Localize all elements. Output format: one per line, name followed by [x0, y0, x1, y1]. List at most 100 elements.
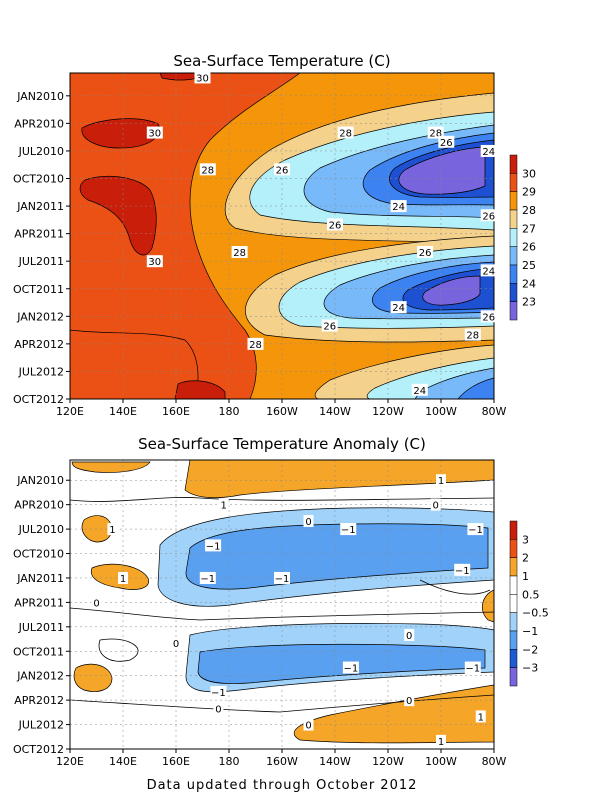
sst-contour-label: 24 [482, 266, 495, 277]
sst-contour-label-bg [480, 264, 497, 277]
anomaly-contour-label-bg [436, 734, 446, 747]
sst-contour-label: 26 [329, 220, 342, 231]
anomaly-contour-label: −1 [211, 688, 226, 699]
sst-colorbar: 30 29 28 27 26 25 24 23 [509, 154, 536, 321]
sst-colorbar-swatch [509, 283, 518, 302]
sst-fill-24-bottom [457, 377, 494, 399]
anomaly-contour-label: −1 [200, 574, 215, 585]
anomaly-contour-label-bg [91, 596, 102, 609]
sst-x-tick-label: 140E [109, 405, 137, 418]
sst-x-tick-label: 80W [482, 405, 507, 418]
anomaly-colorbar-swatch [509, 539, 518, 558]
anomaly-contour-label: 1 [478, 712, 484, 723]
anomaly-y-tick-label: OCT2010 [13, 548, 64, 561]
sst-panel: Sea-Surface Temperature (C) [13, 52, 536, 418]
sst-colorbar-label: 26 [522, 241, 536, 254]
sst-colorbar-swatch [509, 191, 518, 211]
sst-y-tick-label: JAN2011 [16, 200, 64, 213]
anomaly-contour-label-bg [210, 685, 227, 698]
anom-neg-lower-2 [197, 643, 486, 684]
sst-contour-label-bg [337, 126, 354, 139]
sst-contour-label: 28 [233, 248, 246, 259]
sst-field [70, 73, 494, 399]
anomaly-contour-label: 0 [433, 501, 439, 512]
anomaly-y-tick-label: OCT2012 [13, 743, 64, 756]
anom-pos-top-left [71, 461, 151, 473]
sst-contour-label: 28 [249, 340, 262, 351]
sst-y-tick-label: OCT2012 [13, 393, 64, 406]
sst-contour-label-bg [274, 163, 290, 176]
anomaly-x-tick-label: 160E [162, 755, 190, 768]
sst-y-tick-label: OCT2011 [13, 283, 64, 296]
sst-colorbar-label: 23 [522, 296, 536, 309]
anomaly-contour-label: 0 [305, 517, 311, 528]
sst-fill-22-lower [422, 275, 481, 306]
sst-colorbar-swatch [509, 154, 518, 174]
anomaly-ticks: 120E 140E 160E 180 160W 140W 120W 100W 80W JAN201… [13, 474, 507, 768]
anomaly-contour-label: −1 [455, 566, 470, 577]
anomaly-contour-label-bg [303, 514, 314, 527]
anomaly-contour-label: −1 [468, 525, 483, 536]
sst-contour-label: 28 [201, 165, 214, 176]
anomaly-y-tick-label: JAN2010 [16, 474, 64, 487]
anomaly-colorbar-label: 0.5 [522, 588, 540, 601]
sst-contour-label-bg [231, 246, 248, 259]
anomaly-contour-label-bg [205, 539, 222, 552]
sst-y-tick-label: APR2010 [14, 117, 64, 130]
anomaly-colorbar-swatch [509, 575, 518, 595]
anomaly-x-tick-label: 140E [109, 755, 137, 768]
anomaly-contour-label-bg [303, 718, 314, 731]
anomaly-contour-label-bg [199, 571, 216, 584]
sst-contour-label-bg [390, 200, 407, 213]
anomaly-contour-label-bg [340, 523, 357, 536]
anomaly-contour-label: −1 [206, 541, 221, 552]
anomaly-contour-label-bg [464, 661, 481, 674]
sst-contour-label: 26 [276, 165, 289, 176]
anomaly-contour-label-bg [342, 661, 359, 674]
sst-colorbar-swatch [509, 246, 518, 266]
sst-contour-label-bg [480, 209, 497, 222]
anomaly-contour-label: 1 [120, 574, 126, 585]
sst-contour-label: 26 [440, 138, 453, 149]
sst-y-tick-label: OCT2010 [13, 173, 64, 186]
anomaly-colorbar-label: −2 [522, 643, 538, 656]
sst-contour-label: 30 [148, 257, 161, 268]
sst-x-tick-label: 140W [319, 405, 351, 418]
sst-contour-label-bg [199, 163, 216, 176]
footer-note: Data updated through October 2012 [147, 778, 418, 793]
anomaly-colorbar-label: 2 [522, 552, 529, 565]
sst-colorbar-swatch [509, 228, 518, 247]
sst-y-tick-label: JAN2012 [16, 310, 64, 323]
sst-contour-label-bg [438, 135, 455, 148]
anomaly-colorbar-swatch [509, 594, 518, 613]
sst-contour-label-bg [411, 383, 428, 396]
anomaly-contour-label: 0 [215, 704, 221, 715]
sst-colorbar-label: 24 [522, 277, 536, 290]
anomaly-x-tick-label: 120W [372, 755, 404, 768]
sst-y-tick-label: JUL2011 [18, 255, 64, 268]
anomaly-contour-label: 1 [109, 525, 115, 536]
sst-fill-29 [70, 73, 301, 399]
sst-fill-22-upper [398, 146, 486, 195]
sst-contour-label-bg [390, 301, 407, 314]
anomaly-contour-label: 0 [406, 696, 412, 707]
anomaly-y-tick-label: APR2011 [14, 596, 64, 609]
anom-pos-west1 [81, 515, 113, 543]
sst-contour-label: 26 [419, 248, 432, 259]
sst-contour-label: 26 [482, 211, 495, 222]
sst-contour-label: 26 [323, 322, 336, 333]
anomaly-colorbar-swatch [509, 649, 518, 668]
anomaly-contour-label-bg [467, 523, 484, 536]
anomaly-x-tick-label: 180 [219, 755, 240, 768]
anomaly-y-tick-label: JUL2010 [18, 523, 64, 536]
anomaly-colorbar-label: −1 [522, 625, 538, 638]
sst-colorbar-label: 30 [522, 167, 536, 180]
anomaly-x-tick-label: 160W [266, 755, 298, 768]
anomaly-y-tick-label: OCT2011 [13, 645, 64, 658]
sst-contour-label-bg [327, 218, 343, 231]
sst-contour-label-bg [321, 319, 338, 332]
anomaly-contour-label-bg [213, 702, 224, 715]
sst-contour-label-bg [480, 144, 497, 157]
sst-contour-label-bg [480, 310, 497, 323]
